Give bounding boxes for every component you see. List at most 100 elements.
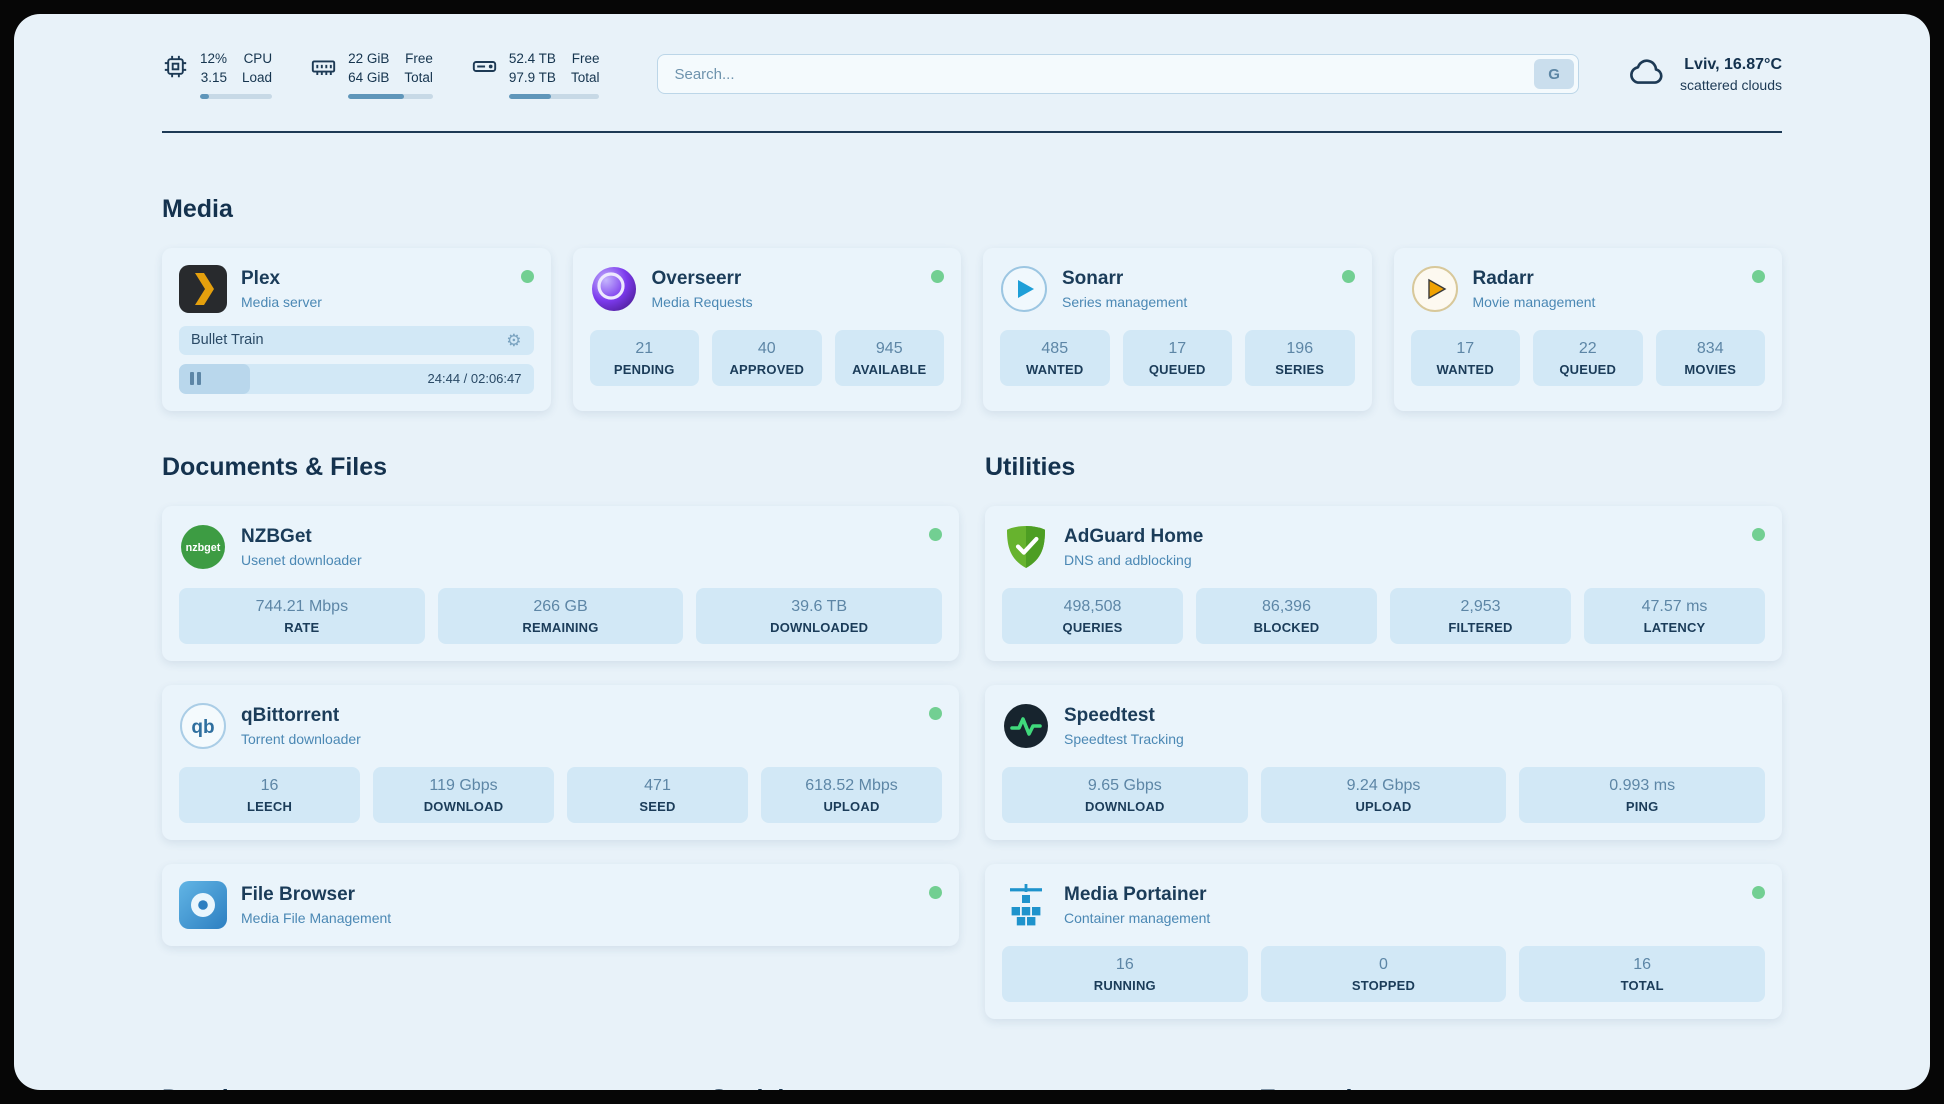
disk-icon bbox=[471, 50, 498, 80]
radarr-card[interactable]: Radarr Movie management 17 WANTED 22 QUE… bbox=[1393, 247, 1782, 411]
cpu-icon bbox=[162, 50, 189, 80]
gear-icon[interactable]: ⚙ bbox=[506, 330, 522, 350]
utilities-section-title: Utilities bbox=[985, 452, 1076, 481]
status-dot bbox=[520, 269, 534, 283]
stat-latency: 47.57 ms LATENCY bbox=[1584, 587, 1765, 644]
stat-downloaded: 39.6 TB DOWNLOADED bbox=[696, 587, 942, 644]
stat-queued: 17 QUEUED bbox=[1122, 329, 1232, 386]
ram-progress-bar bbox=[348, 93, 433, 99]
search-input[interactable] bbox=[657, 54, 1580, 95]
stat-total: 16 TOTAL bbox=[1519, 945, 1765, 1002]
stat-movies: 834 MOVIES bbox=[1655, 329, 1765, 386]
stat-stopped: 0 STOPPED bbox=[1260, 945, 1507, 1002]
qbittorrent-card[interactable]: qb qBittorrent Torrent downloader 16 LEE… bbox=[162, 684, 959, 840]
stat-blocked: 86,396 BLOCKED bbox=[1196, 587, 1377, 644]
status-dot bbox=[1752, 269, 1765, 283]
app-subtitle: Container management bbox=[1064, 909, 1211, 926]
stat-rate: 744.21 Mbps RATE bbox=[179, 587, 425, 644]
plex-card[interactable]: Plex Media server Bullet Train ⚙ 24:44 /… bbox=[162, 247, 551, 411]
overseerr-icon bbox=[590, 265, 638, 313]
app-subtitle: Movie management bbox=[1472, 293, 1596, 310]
stat-seed: 471 SEED bbox=[567, 766, 748, 823]
media-section: Media Plex Media server Bullet Train ⚙ bbox=[162, 195, 1782, 411]
cpu-progress-bar bbox=[200, 93, 273, 99]
stat-running: 16 RUNNING bbox=[1002, 945, 1248, 1002]
now-playing-title: Bullet Train bbox=[191, 332, 264, 349]
stat-leech: 16 LEECH bbox=[179, 766, 360, 823]
stat-upload: 618.52 Mbps UPLOAD bbox=[761, 766, 942, 823]
ram-widget: 22 GiB 64 GiB Free Total bbox=[310, 50, 433, 99]
disk-total-value: 97.9 TB bbox=[508, 69, 556, 85]
app-title: Speedtest bbox=[1064, 704, 1155, 726]
stat-wanted: 17 WANTED bbox=[1410, 329, 1520, 386]
portainer-icon bbox=[1002, 881, 1050, 929]
nzbget-card[interactable]: nzbget NZBGet Usenet downloader 744.21 M… bbox=[162, 505, 959, 661]
status-dot bbox=[929, 706, 942, 720]
bookmarks-developer: Developer GH Github github.com SO StackO… bbox=[162, 1085, 685, 1090]
entertainment-section-title: Entertainment bbox=[1259, 1085, 1782, 1090]
cloud-icon bbox=[1625, 55, 1667, 94]
ram-total-value: 64 GiB bbox=[348, 69, 390, 85]
status-dot bbox=[931, 269, 944, 283]
ram-total-label: Total bbox=[404, 69, 433, 85]
media-section-title: Media bbox=[162, 194, 233, 223]
cpu-load-value: 3.15 bbox=[200, 69, 228, 85]
app-subtitle: Media File Management bbox=[241, 909, 392, 926]
dashboard-panel: 12% 3.15 CPU Load bbox=[14, 14, 1930, 1090]
status-dot bbox=[929, 885, 942, 899]
nzbget-icon: nzbget bbox=[179, 523, 227, 571]
qbittorrent-icon: qb bbox=[179, 702, 227, 750]
app-subtitle: DNS and adblocking bbox=[1064, 551, 1192, 568]
status-dot bbox=[1752, 527, 1765, 541]
stat-approved: 40 APPROVED bbox=[712, 329, 822, 386]
svg-text:nzbget: nzbget bbox=[186, 542, 221, 554]
ram-icon bbox=[310, 50, 337, 80]
app-subtitle: Series management bbox=[1062, 293, 1188, 310]
adguard-card[interactable]: AdGuard Home DNS and adblocking 498,508 … bbox=[985, 505, 1782, 661]
app-subtitle: Media Requests bbox=[651, 293, 753, 310]
weather-widget: Lviv, 16.87°C scattered clouds bbox=[1625, 55, 1782, 94]
stat-upload: 9.24 Gbps UPLOAD bbox=[1260, 766, 1507, 823]
now-playing-row: Bullet Train ⚙ bbox=[179, 325, 534, 355]
cpu-widget: 12% 3.15 CPU Load bbox=[162, 50, 273, 99]
stat-download: 119 Gbps DOWNLOAD bbox=[373, 766, 554, 823]
cpu-usage-value: 12% bbox=[200, 51, 228, 66]
speedtest-card[interactable]: Speedtest Speedtest Tracking 9.65 Gbps D… bbox=[985, 684, 1782, 840]
search-bar: G bbox=[657, 54, 1580, 95]
disk-progress-bar bbox=[508, 93, 600, 99]
disk-widget: 52.4 TB 97.9 TB Free Total bbox=[471, 50, 600, 99]
app-subtitle: Usenet downloader bbox=[241, 551, 362, 568]
app-title: qBittorrent bbox=[241, 704, 340, 726]
app-title: NZBGet bbox=[241, 525, 312, 547]
portainer-card[interactable]: Media Portainer Container management 16 … bbox=[985, 863, 1782, 1019]
system-widgets: 12% 3.15 CPU Load bbox=[162, 50, 600, 99]
stat-filtered: 2,953 FILTERED bbox=[1390, 587, 1571, 644]
filebrowser-card[interactable]: File Browser Media File Management bbox=[162, 863, 959, 946]
overseerr-card[interactable]: Overseerr Media Requests 21 PENDING 40 A… bbox=[572, 247, 961, 411]
bookmarks-entertainment: Entertainment YT YouTube youtube.com NF … bbox=[1259, 1085, 1782, 1090]
app-title: Media Portainer bbox=[1064, 883, 1207, 905]
filebrowser-icon bbox=[179, 880, 227, 929]
app-title: File Browser bbox=[241, 883, 356, 905]
app-title: Radarr bbox=[1472, 267, 1534, 289]
player-progress-bar[interactable]: 24:44 / 02:06:47 bbox=[179, 363, 534, 394]
stat-ping: 0.993 ms PING bbox=[1519, 766, 1765, 823]
pause-icon[interactable] bbox=[190, 372, 201, 386]
utilities-column: Utilities AdGuard Home DNS and adblockin… bbox=[985, 453, 1782, 1019]
app-subtitle: Media server bbox=[241, 293, 322, 310]
documents-column: Documents & Files nzbget NZBGet Usenet d… bbox=[162, 453, 959, 1019]
sonarr-icon bbox=[1000, 265, 1048, 313]
search-engine-button[interactable]: G bbox=[1534, 59, 1575, 90]
status-dot bbox=[929, 527, 942, 541]
status-dot bbox=[1341, 269, 1355, 283]
app-title: Plex bbox=[241, 267, 281, 289]
header-divider bbox=[162, 130, 1782, 133]
social-section-title: Social bbox=[711, 1085, 1234, 1090]
sonarr-card[interactable]: Sonarr Series management 485 WANTED 17 Q… bbox=[983, 247, 1372, 411]
speedtest-icon bbox=[1002, 702, 1050, 750]
documents-section-title: Documents & Files bbox=[162, 452, 388, 481]
app-title: AdGuard Home bbox=[1064, 525, 1204, 547]
plex-icon bbox=[179, 264, 227, 313]
status-dot bbox=[1752, 885, 1765, 899]
stat-queued: 22 QUEUED bbox=[1533, 329, 1643, 386]
